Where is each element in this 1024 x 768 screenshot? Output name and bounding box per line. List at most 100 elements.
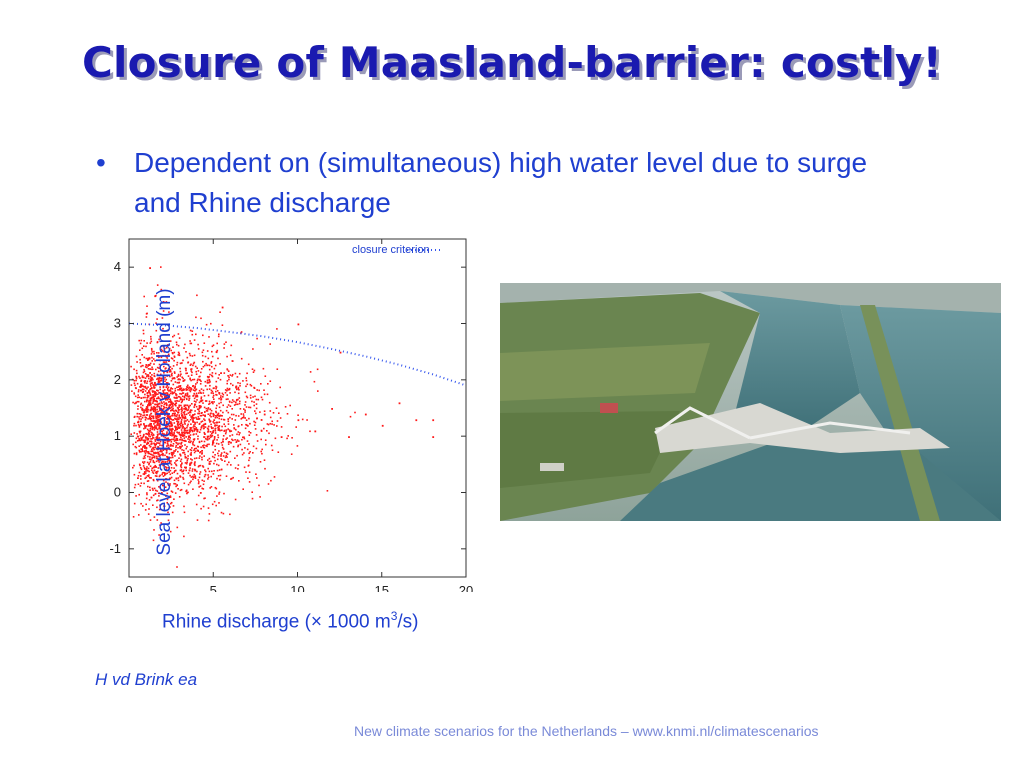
scatter-point: [168, 452, 171, 455]
scatter-point: [162, 397, 164, 400]
scatter-point: [182, 434, 184, 437]
scatter-point: [191, 442, 194, 444]
scatter-point: [242, 413, 245, 415]
scatter-point: [174, 403, 177, 406]
scatter-point: [176, 431, 178, 433]
scatter-point: [156, 419, 159, 421]
scatter-point: [167, 382, 169, 384]
scatter-point: [169, 340, 172, 342]
scatter-point: [162, 408, 165, 410]
scatter-point: [199, 485, 202, 487]
scatter-point: [152, 420, 155, 422]
scatter-point: [172, 383, 175, 386]
scatter-point: [181, 425, 183, 427]
scatter-point: [197, 416, 200, 418]
scatter-point: [199, 414, 202, 417]
scatter-point: [221, 425, 223, 428]
scatter-point: [273, 424, 275, 426]
scatter-point: [212, 427, 214, 429]
scatter-point: [140, 380, 142, 382]
scatter-point: [145, 503, 147, 506]
scatter-point: [432, 419, 435, 422]
scatter-point: [142, 434, 145, 437]
scatter-point: [209, 408, 211, 411]
scatter-point: [170, 374, 173, 376]
scatter-point: [150, 423, 152, 425]
scatter-point: [202, 365, 205, 368]
scatter-chart: 0 5 10 15 20 -1 0 1 2 3 4 closure criterion Sea le…: [70, 232, 475, 642]
scatter-point: [225, 431, 227, 433]
scatter-point: [198, 378, 201, 381]
scatter-point: [152, 461, 155, 463]
scatter-point: [240, 331, 243, 333]
scatter-point: [176, 418, 178, 421]
scatter-point: [171, 388, 174, 390]
scatter-point: [286, 437, 288, 440]
scatter-point: [217, 475, 220, 477]
scatter-point: [166, 403, 168, 405]
scatter-point: [161, 492, 163, 495]
scatter-point: [202, 466, 205, 468]
scatter-point: [135, 495, 137, 497]
scatter-point: [263, 427, 265, 430]
scatter-point: [163, 490, 165, 492]
scatter-point: [159, 414, 161, 416]
scatter-point: [218, 469, 221, 471]
scatter-point: [246, 383, 249, 386]
scatter-point: [185, 489, 188, 492]
scatter-point: [157, 459, 159, 462]
scatter-point: [153, 427, 155, 429]
scatter-point: [223, 347, 225, 349]
scatter-point: [146, 406, 149, 409]
scatter-point: [138, 437, 140, 440]
scatter-point: [174, 439, 177, 441]
scatter-point: [196, 470, 198, 473]
scatter-point: [228, 376, 230, 379]
scatter-point: [208, 388, 211, 390]
scatter-point: [159, 388, 161, 391]
scatter-point: [144, 447, 146, 449]
scatter-point: [155, 322, 157, 324]
scatter-point: [226, 394, 228, 396]
scatter-point: [216, 463, 218, 466]
scatter-point: [177, 425, 179, 427]
scatter-point: [216, 404, 218, 407]
scatter-point: [187, 384, 189, 387]
scatter-point: [176, 428, 179, 431]
scatter-point: [160, 408, 163, 410]
scatter-point: [170, 451, 173, 454]
scatter-point: [165, 399, 167, 401]
scatter-point: [226, 463, 229, 466]
scatter-point: [195, 416, 197, 419]
scatter-point: [189, 414, 191, 416]
scatter-point: [148, 470, 150, 473]
scatter-point: [167, 389, 169, 391]
scatter-point: [198, 476, 201, 479]
scatter-point: [159, 335, 161, 338]
scatter-point: [147, 455, 149, 458]
scatter-point: [223, 372, 226, 374]
scatter-point: [158, 391, 160, 394]
scatter-point: [166, 415, 168, 417]
scatter-point: [201, 487, 203, 490]
scatter-point: [186, 372, 188, 374]
scatter-point: [195, 433, 198, 435]
scatter-point: [177, 333, 180, 335]
scatter-point: [167, 444, 170, 446]
scatter-point: [164, 368, 167, 370]
scatter-point: [165, 386, 168, 388]
scatter-point: [174, 462, 176, 464]
scatter-point: [177, 354, 180, 356]
scatter-point: [142, 473, 145, 475]
scatter-point: [220, 468, 223, 471]
scatter-point: [146, 492, 148, 494]
scatter-point: [233, 427, 236, 430]
scatter-point: [192, 438, 195, 441]
scatter-point: [189, 428, 192, 430]
scatter-point: [209, 487, 211, 489]
scatter-point: [296, 445, 299, 447]
scatter-point: [225, 475, 228, 477]
scatter-point: [166, 443, 169, 445]
scatter-point: [182, 470, 184, 472]
